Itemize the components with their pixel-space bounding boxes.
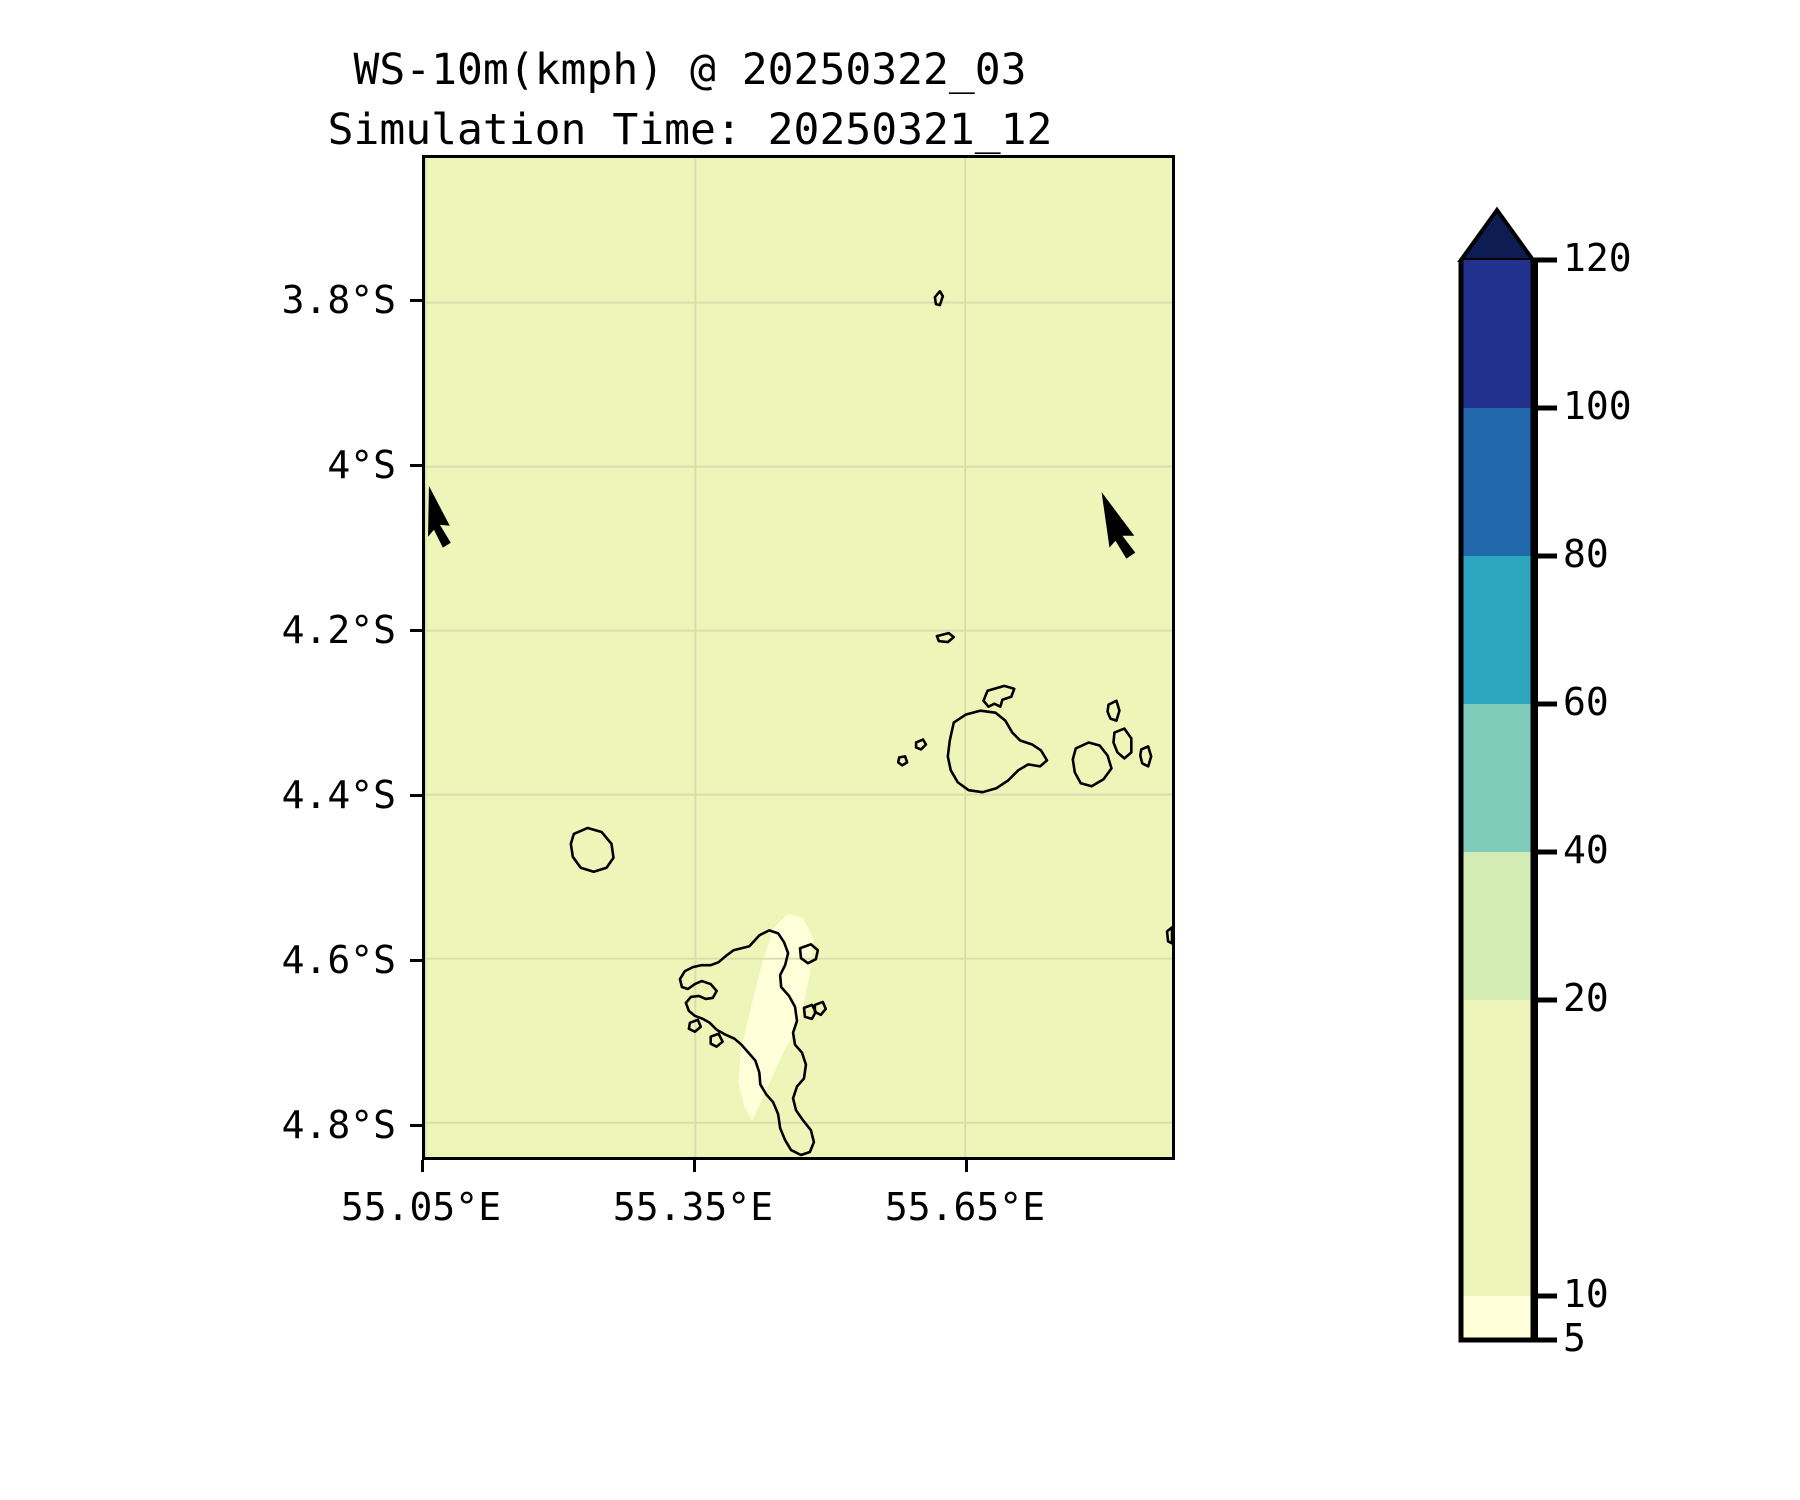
island-mahe: [678, 929, 816, 1157]
ytick-label-4S: 4°S: [327, 443, 396, 487]
coastlines: [569, 289, 1172, 1157]
islet-cerf-2: [813, 1000, 828, 1017]
islet-conception: [709, 1032, 724, 1048]
colorbar-band-80-100: [1461, 408, 1533, 556]
islet-north-praslin: [935, 631, 956, 644]
ytick-label-3_8S: 3.8°S: [281, 278, 396, 322]
xtick-label-55_05E: 55.05°E: [340, 1185, 502, 1229]
xtick-mark-55_05: [421, 1160, 424, 1172]
xtick-mark-55_65: [965, 1160, 968, 1172]
ytick-mark-4_2: [410, 629, 422, 632]
islet-therese: [687, 1018, 703, 1034]
title-line-simulation-time: Simulation Time: 20250321_12: [327, 105, 1053, 155]
colorbar-band-60-80: [1461, 556, 1533, 704]
ytick-mark-4_8: [410, 1124, 422, 1127]
colorbar-gradient: [1457, 206, 1557, 1343]
ytick-label-4_4S: 4.4°S: [281, 773, 396, 817]
colorbar-band-5-10: [1461, 1296, 1533, 1340]
xtick-mark-55_35: [693, 1160, 696, 1172]
wind-arrow-east: [1101, 491, 1136, 559]
colorbar-band-40-60: [1461, 704, 1533, 852]
islet-cerf: [802, 1003, 818, 1021]
wind-arrow-west: [427, 486, 451, 548]
title-line-primary: WS-10m(kmph) @ 20250322_03: [353, 45, 1027, 95]
wind-vector-arrows: [427, 486, 1136, 559]
ytick-mark-4_4: [410, 794, 422, 797]
colorbar-label-40: 40: [1563, 828, 1609, 872]
island-silhouette: [569, 826, 615, 874]
ytick-mark-4_0: [410, 464, 422, 467]
island-praslin: [946, 709, 1049, 794]
islet-cousin: [896, 755, 909, 767]
ytick-mark-4_6: [410, 959, 422, 962]
xtick-label-55_35E: 55.35°E: [612, 1185, 774, 1229]
island-bird: [933, 289, 945, 307]
map-plot-area[interactable]: [422, 155, 1175, 1160]
colorbar-band-10-20-lower: [1461, 1148, 1533, 1296]
chart-title: WS-10m(kmph) @ 20250322_03 Simulation Ti…: [0, 40, 1380, 160]
colorbar-label-100: 100: [1563, 384, 1632, 428]
colorbar-label-20: 20: [1563, 976, 1609, 1020]
islet-felicite: [1106, 699, 1121, 722]
ytick-mark-3_8: [410, 299, 422, 302]
wind-speed-field: [425, 158, 1172, 1157]
islet-frigate: [1165, 926, 1172, 945]
colorbar-band-20-40: [1461, 852, 1533, 1000]
ytick-label-4_2S: 4.2°S: [281, 608, 396, 652]
colorbar-label-5: 5: [1563, 1316, 1586, 1360]
colorbar-label-60: 60: [1563, 680, 1609, 724]
colorbar-label-10: 10: [1563, 1272, 1609, 1316]
colorbar-extend-arrow-max: [1457, 206, 1537, 262]
islet-east: [1138, 745, 1153, 768]
islet-aride: [914, 738, 928, 751]
colorbar-band-100-120: [1461, 260, 1533, 408]
island-curieuse: [982, 684, 1016, 708]
colorbar-label-120: 120: [1563, 236, 1632, 280]
islet-marianne: [1112, 727, 1133, 760]
islet-sainte-anne: [798, 942, 820, 965]
map-gridlines: [425, 158, 1172, 1157]
ytick-label-4_6S: 4.6°S: [281, 938, 396, 982]
ytick-label-4_8S: 4.8°S: [281, 1103, 396, 1147]
colorbar-band-10-20: [1461, 1000, 1533, 1148]
colorbar[interactable]: 120 100 80 60 40 20 10 5: [1455, 148, 1775, 1360]
colorbar-label-80: 80: [1563, 532, 1609, 576]
island-la-digue: [1071, 741, 1113, 788]
xtick-label-55_65E: 55.65°E: [884, 1185, 1046, 1229]
